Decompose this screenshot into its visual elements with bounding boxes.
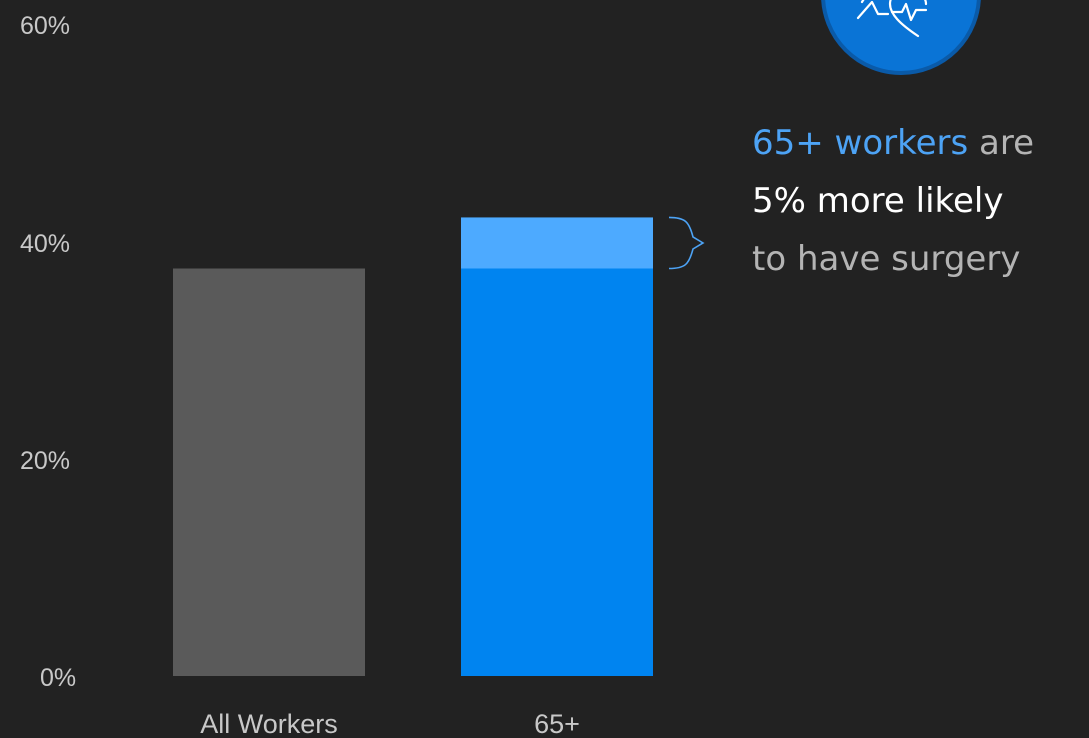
annotation-text: 65+ workers are 5% more likely to have s… (752, 114, 1034, 288)
category-label-65-plus: 65+ (534, 709, 580, 738)
annotation-line-3: to have surgery (752, 239, 1021, 279)
category-label-all-workers: All Workers (200, 709, 338, 738)
bar-65-plus-base (461, 268, 653, 676)
bar-65-plus-increment (461, 217, 653, 269)
bar-all-workers (173, 268, 365, 676)
brace-callout (668, 216, 705, 270)
y-tick-60: 60% (20, 12, 70, 40)
annotation-highlight: 65+ workers (752, 123, 969, 163)
y-tick-40: 40% (20, 230, 70, 258)
y-tick-0: 0% (40, 664, 76, 692)
annotation-line-1: 65+ workers are (752, 114, 1034, 172)
annotation-line-2: 5% more likely (752, 181, 1004, 221)
heart-rate-icon (821, 0, 981, 75)
y-tick-20: 20% (20, 447, 70, 475)
annotation-line-1-rest: are (968, 123, 1035, 163)
